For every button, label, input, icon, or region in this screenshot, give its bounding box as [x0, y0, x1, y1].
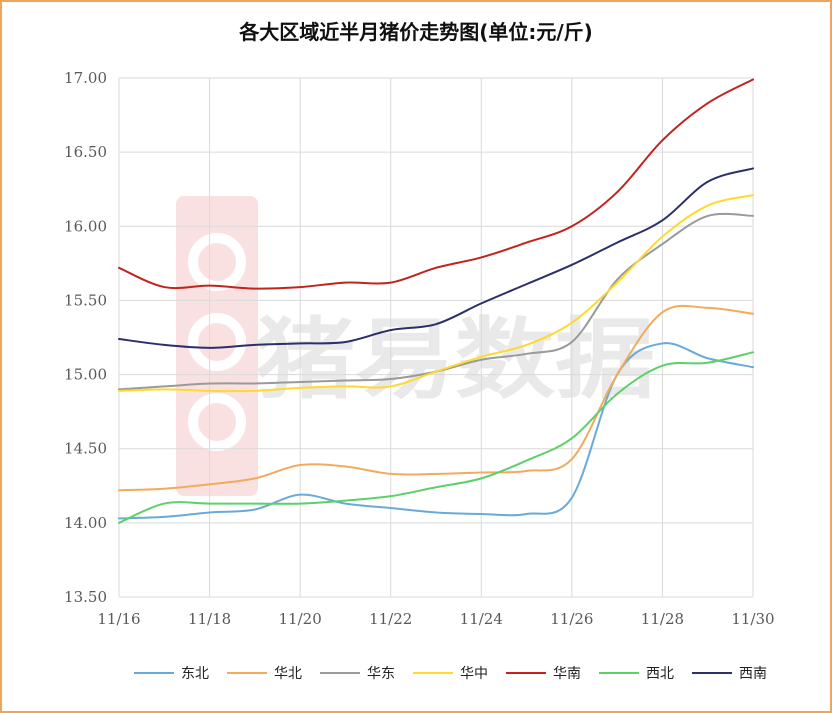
axes: 13.50 14.00 14.50 15.00 15.50 16.00 16.50 17.00… — [64, 69, 775, 628]
series-line-4 — [118, 194, 754, 393]
series-line-2 — [118, 304, 754, 492]
x-tick-label: 11/26 — [550, 610, 593, 628]
series-line-1 — [118, 342, 754, 520]
y-tick-label: 14.00 — [64, 514, 107, 532]
legend-label: 西南 — [739, 666, 767, 682]
watermark-logo-ring-mid — [188, 313, 246, 371]
x-tick-label: 11/18 — [188, 610, 231, 628]
legend-label: 东北 — [181, 666, 209, 682]
x-tick-label: 11/24 — [460, 610, 503, 628]
y-tick-label: 16.50 — [64, 143, 107, 161]
grid-lines — [118, 77, 754, 598]
chart-title: 各大区域近半月猪价走势图(单位:元/斤) — [238, 20, 593, 44]
x-tick-label: 11/22 — [369, 610, 412, 628]
legend: 东北 华北 华东 华中 华南 西北 西南 — [134, 666, 767, 682]
y-tick-label: 16.00 — [64, 217, 107, 235]
legend-label: 华中 — [460, 666, 488, 682]
series-line-6 — [118, 351, 754, 524]
x-tick-label: 11/30 — [731, 610, 774, 628]
watermark-logo: 猪易数据 — [176, 196, 655, 496]
x-tick-label: 11/20 — [279, 610, 322, 628]
x-tick-label: 11/16 — [97, 610, 140, 628]
x-tick-label: 11/28 — [641, 610, 684, 628]
y-tick-label: 14.50 — [64, 440, 107, 458]
legend-label: 华东 — [367, 666, 395, 682]
y-tick-label: 17.00 — [64, 69, 107, 87]
watermark-text: 猪易数据 — [255, 308, 655, 411]
legend-label: 华南 — [553, 666, 581, 682]
y-tick-label: 13.50 — [64, 588, 107, 606]
y-tick-label: 15.00 — [64, 366, 107, 384]
series-lines — [118, 78, 754, 524]
watermark-logo-ring-bottom — [188, 393, 246, 451]
series-line-5 — [118, 78, 754, 290]
y-tick-label: 15.50 — [64, 291, 107, 309]
legend-label: 华北 — [274, 666, 302, 682]
series-line-7 — [118, 167, 754, 349]
legend-label: 西北 — [646, 666, 674, 682]
